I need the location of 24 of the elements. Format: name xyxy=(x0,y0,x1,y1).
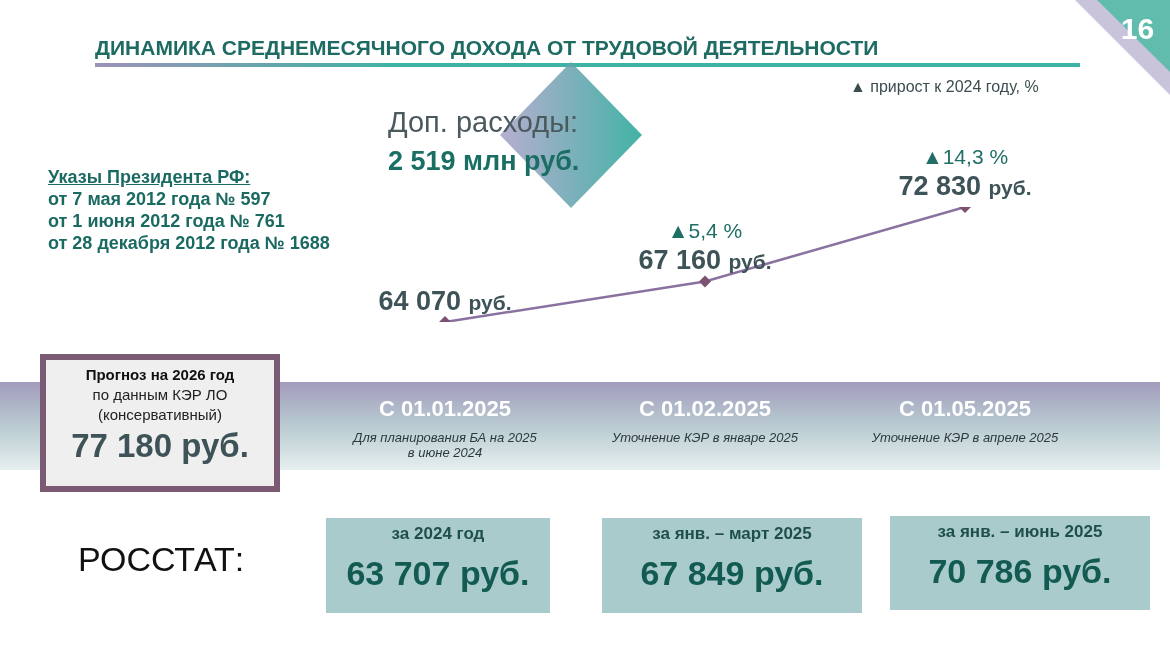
text: от 1 июня 2012 года № 761 xyxy=(48,211,285,231)
annotation: ▲14,3 % xyxy=(921,145,1009,168)
x-tick-label: С 01.01.2025 xyxy=(378,396,512,421)
data-label: 64 070 руб. xyxy=(378,286,512,316)
framed-panel: Прогноз на 2026 год по данным КЭР ЛО (консервативный) 77 180 руб. xyxy=(40,354,280,492)
annotation: ▲5,4 % xyxy=(667,219,743,243)
shaded-panel: за янв. – март 2025 67 849 руб. xyxy=(602,518,862,613)
text: 16 xyxy=(1120,12,1155,45)
text: Указы Президента РФ: xyxy=(48,167,251,187)
data-label: 72 830 руб. xyxy=(898,171,1032,201)
text: РОССТАТ: xyxy=(78,540,245,578)
data-label: 67 160 руб. xyxy=(638,245,772,276)
shaded-panel: за 2024 год 63 707 руб. xyxy=(326,518,550,613)
x-tick-label: С 01.05.2025 xyxy=(898,396,1032,421)
x-tick-label: С 01.02.2025 xyxy=(638,396,772,421)
text: Для планирования БА на 2025 в июне 2024 xyxy=(353,430,537,460)
shaded-panel: за янв. – июнь 2025 70 786 руб. xyxy=(890,516,1150,610)
text: 2 519 млн руб. xyxy=(388,146,580,176)
text: от 7 мая 2012 года № 597 xyxy=(48,189,271,209)
text: Уточнение КЭР в апреле 2025 xyxy=(871,430,1059,445)
chart-title: ДИНАМИКА СРЕДНЕМЕСЯЧНОГО ДОХОДА ОТ ТРУДОВОЙ ДЕЯТЕЛЬНОСТИ xyxy=(95,36,879,59)
text: ▲ прирост к 2024 году, % xyxy=(850,78,1039,95)
text: Уточнение КЭР в январе 2025 xyxy=(611,430,798,445)
annotation: от 28 декабря 2012 года № 1688 xyxy=(48,233,330,253)
